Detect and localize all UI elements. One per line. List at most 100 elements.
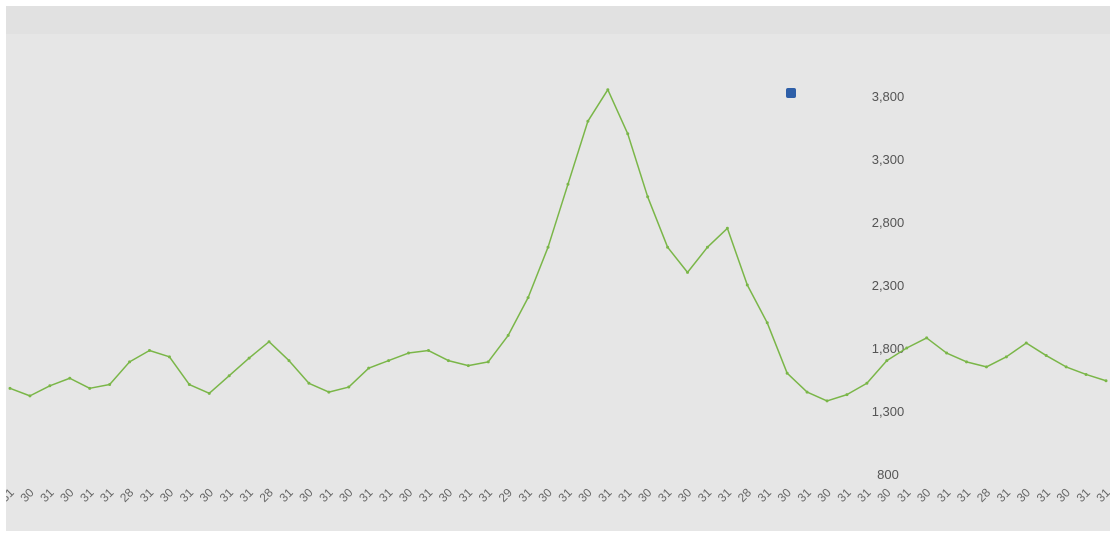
- data-point: [367, 366, 371, 370]
- data-point: [725, 226, 729, 230]
- x-tick-label: 31: [615, 485, 635, 505]
- series-line-segment: [746, 284, 768, 324]
- series-line-segment: [109, 361, 131, 386]
- data-point: [128, 360, 132, 364]
- series-line-segment: [766, 322, 788, 374]
- data-point: [8, 386, 12, 390]
- data-point: [586, 119, 590, 123]
- x-tick-label: 30: [1054, 485, 1074, 505]
- y-tick-label: 2,800: [872, 215, 905, 230]
- data-point: [147, 349, 151, 353]
- data-point: [1024, 341, 1028, 345]
- x-tick-label: 31: [416, 485, 436, 505]
- data-point: [247, 356, 251, 360]
- legend-swatch: [786, 88, 796, 98]
- series-line-segment: [49, 377, 71, 387]
- x-tick-label: 30: [197, 485, 217, 505]
- y-tick-label: 3,800: [872, 89, 905, 104]
- series-line-segment: [268, 341, 290, 362]
- x-axis-ticks: 31 30 31 30 31 31 28 31 30 31 30 31 31 28 31 30 31 30 31 31…: [6, 485, 1110, 505]
- x-tick-label: 31: [994, 485, 1014, 505]
- data-point: [506, 333, 510, 337]
- x-tick-label: 31: [934, 485, 954, 505]
- data-point: [207, 391, 211, 395]
- x-tick-label: 30: [775, 485, 795, 505]
- series-line-segment: [348, 367, 370, 388]
- x-tick-label: 30: [296, 485, 316, 505]
- series-line-segment: [607, 89, 629, 135]
- data-point: [885, 359, 889, 363]
- series-line-segment: [129, 349, 150, 363]
- data-point: [227, 374, 231, 378]
- x-tick-label: 31: [77, 485, 97, 505]
- x-tick-label: 31: [795, 485, 815, 505]
- series-line-segment: [388, 352, 409, 362]
- data-point: [1104, 379, 1108, 383]
- series-line-segment: [468, 361, 489, 367]
- x-tick-label: 28: [974, 485, 994, 505]
- x-tick-label: 30: [1014, 485, 1034, 505]
- chart-frame: 800 1,300 1,800 2,300 2,800 3,300 3,800 31 30 31…: [6, 6, 1110, 531]
- series-line-segment: [986, 356, 1007, 368]
- series-line-segment: [308, 382, 330, 393]
- data-point: [307, 381, 311, 385]
- data-point: [1044, 354, 1048, 358]
- x-tick-label: 31: [1074, 485, 1094, 505]
- data-point: [1064, 365, 1068, 369]
- series-line-segment: [69, 377, 91, 389]
- series-points: [8, 88, 1108, 403]
- data-point: [546, 245, 550, 249]
- series-line-segment: [248, 341, 270, 359]
- data-point: [566, 182, 570, 186]
- x-tick-label: 31: [1034, 485, 1054, 505]
- series-line-segment: [646, 196, 669, 248]
- series-line-segment: [806, 391, 828, 402]
- series-line-segment: [408, 349, 429, 354]
- data-point: [407, 351, 411, 355]
- data-point: [785, 371, 789, 375]
- x-tick-label: 31: [456, 485, 476, 505]
- series-line-segment: [428, 349, 449, 362]
- series-line-segment: [168, 356, 190, 385]
- series-line-segment: [328, 386, 349, 393]
- x-tick-label: 31: [37, 485, 57, 505]
- series-line-segment: [686, 246, 709, 273]
- x-tick-label: 30: [336, 485, 356, 505]
- data-point: [745, 283, 749, 287]
- x-tick-label: 31: [834, 485, 854, 505]
- data-point: [666, 245, 670, 249]
- series-line-segment: [149, 349, 170, 358]
- y-tick-label: 1,300: [872, 404, 905, 419]
- x-tick-label: 28: [257, 485, 277, 505]
- data-point: [347, 385, 351, 389]
- data-point: [865, 381, 869, 385]
- series-line-segment: [1085, 373, 1107, 382]
- y-tick-label: 1,800: [872, 341, 905, 356]
- series-line-segment: [1025, 342, 1047, 357]
- data-point: [1004, 355, 1008, 359]
- x-tick-label: 31: [6, 485, 17, 505]
- series-line-segment: [587, 89, 609, 122]
- x-tick-label: 31: [894, 485, 914, 505]
- series-line-segment: [786, 372, 808, 393]
- series-line-segment: [926, 337, 948, 354]
- series-line-segment: [89, 383, 110, 390]
- x-tick-label: 30: [17, 485, 37, 505]
- x-tick-label: 31: [954, 485, 974, 505]
- x-tick-label: 31: [476, 485, 496, 505]
- data-point: [606, 88, 610, 92]
- x-tick-label: 31: [715, 485, 735, 505]
- y-tick-label: 800: [877, 467, 899, 482]
- x-tick-label: 31: [755, 485, 775, 505]
- data-point: [327, 390, 331, 394]
- data-point: [187, 383, 191, 387]
- x-tick-label: 30: [157, 485, 177, 505]
- data-point: [686, 270, 690, 274]
- data-point: [167, 355, 171, 359]
- data-point: [825, 399, 829, 403]
- series-line-segment: [547, 183, 569, 248]
- x-tick-label: 31: [854, 485, 874, 505]
- data-point: [626, 132, 630, 136]
- x-tick-label: 30: [914, 485, 934, 505]
- series-line-segment: [866, 360, 888, 384]
